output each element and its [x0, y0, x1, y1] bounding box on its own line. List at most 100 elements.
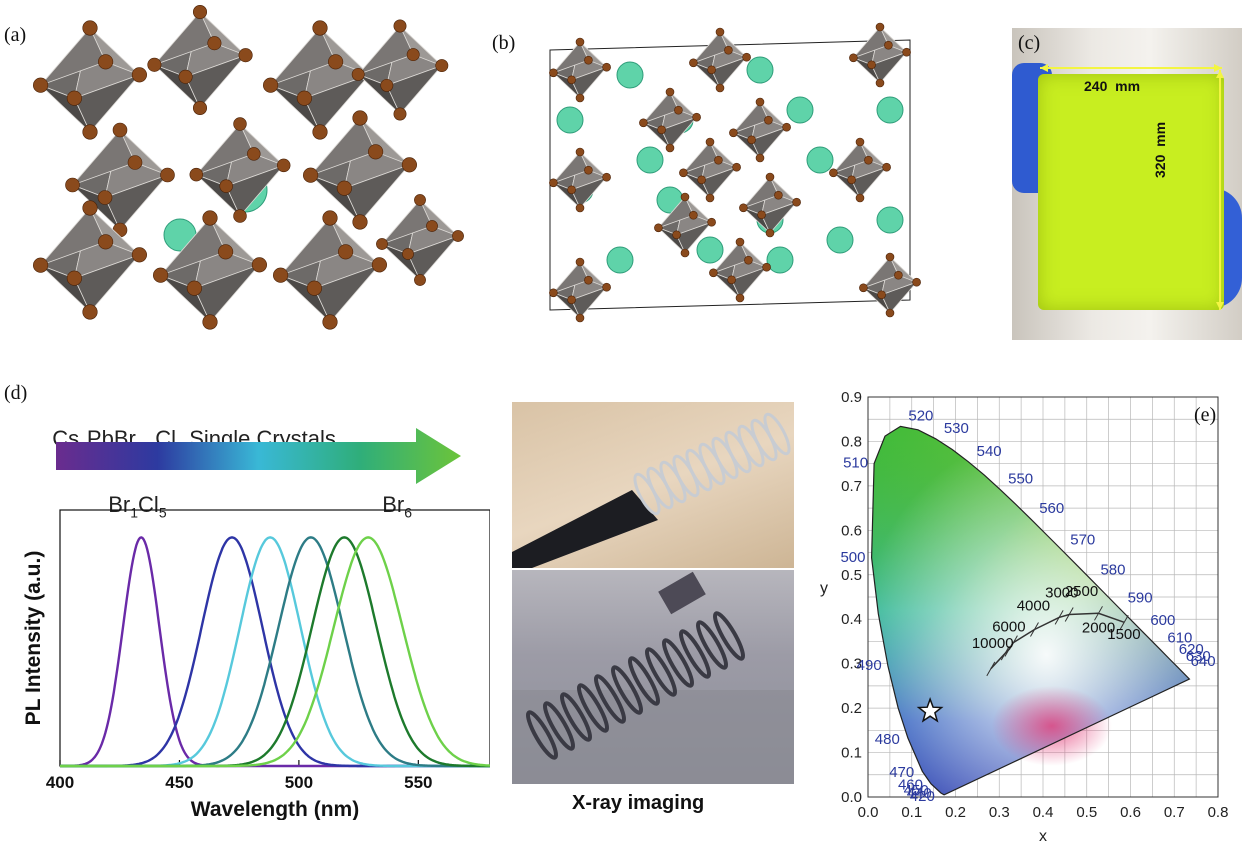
bromine-atom — [584, 275, 593, 285]
cct-label: 10000 — [972, 635, 1014, 652]
pbbr6-octahedron — [263, 20, 377, 140]
pbbr6-octahedron — [549, 147, 611, 213]
wavelength-label: 530 — [944, 420, 969, 437]
bromine-atom — [575, 147, 585, 157]
bromine-atom — [672, 230, 681, 240]
x-axis-label: Wavelength (nm) — [191, 798, 359, 820]
bromine-atom — [654, 223, 663, 233]
pl-series-line — [60, 536, 490, 768]
panel-e-label: (e) — [1194, 404, 1217, 426]
bromine-atom — [186, 280, 202, 296]
bromine-atom — [849, 53, 858, 63]
wavelength-label: 480 — [875, 731, 900, 748]
x-tick-label: 0.4 — [1033, 804, 1054, 821]
bromine-atom — [312, 124, 328, 140]
bromine-atom — [665, 87, 675, 97]
bromine-atom — [153, 267, 169, 283]
spring-coil — [763, 412, 791, 456]
xray-coil — [594, 674, 626, 724]
bromine-atom — [894, 270, 903, 280]
bromine-atom — [602, 172, 611, 182]
wavelength-label: 570 — [1070, 531, 1095, 548]
bromine-atom — [639, 118, 648, 128]
bromine-atom — [82, 20, 98, 36]
xray-coil — [662, 638, 694, 688]
bromine-atom — [567, 295, 576, 305]
bromine-atom — [665, 143, 675, 153]
emission-star-point — [916, 697, 944, 723]
wavelength-label: 460 — [898, 777, 923, 794]
bromine-atom — [549, 178, 558, 188]
bromine-atom — [729, 128, 738, 138]
bromine-atom — [322, 210, 338, 226]
bromine-atom — [714, 155, 723, 165]
isotherm-tick — [1064, 607, 1074, 622]
cie-magenta-region — [991, 685, 1112, 766]
wavelength-label: 540 — [977, 443, 1002, 460]
wavelength-label: 440 — [907, 785, 932, 802]
cie-chromaticity-chart: 0.0 0.1 0.2 0.3 0.4 0.5 0.6 0.7 0.8 0.0 0.1 0.2 0.3 0… — [820, 389, 1228, 845]
pbbr6-octahedron — [376, 194, 464, 286]
wavelength-label: 620 — [1179, 641, 1204, 658]
bromine-atom — [584, 165, 593, 175]
xray-coil — [543, 701, 575, 751]
panel-a: (a) — [0, 0, 470, 345]
bromine-atom — [567, 75, 576, 85]
bromine-atom — [885, 252, 895, 262]
bromine-atom — [202, 314, 218, 330]
cesium-atom — [696, 236, 724, 264]
bromine-atom — [735, 237, 745, 247]
bromine-atom — [757, 210, 766, 220]
bromine-atom — [877, 290, 886, 300]
pbbr6-octahedron — [549, 37, 611, 103]
bromine-atom — [912, 277, 921, 287]
x-tick-label: 0.1 — [901, 804, 922, 821]
bromine-atom — [131, 67, 147, 83]
wavelength-label: 580 — [1100, 562, 1125, 579]
spring-coil — [646, 466, 674, 510]
bromine-atom — [575, 203, 585, 213]
isotherm-tick — [1030, 622, 1039, 637]
bromine-atom — [875, 78, 885, 88]
bromine-atom — [263, 77, 279, 93]
bromine-atom — [735, 293, 745, 303]
bromine-atom — [82, 124, 98, 140]
x-tick-label: 450 — [165, 773, 193, 792]
bromine-atom — [829, 168, 838, 178]
bromine-atom — [380, 78, 394, 92]
pbbr6-octahedron — [273, 210, 387, 330]
perovskite-3d-structure — [33, 4, 464, 330]
bromine-atom — [679, 168, 688, 178]
pbbr6-octahedron — [153, 210, 267, 330]
bromine-atom — [33, 77, 49, 93]
cct-label: 2500 — [1065, 583, 1098, 600]
bromine-atom — [273, 267, 289, 283]
bromine-atom — [697, 175, 706, 185]
bromine-atom — [602, 282, 611, 292]
xray-coil — [679, 629, 711, 679]
pbbr6-octahedron — [859, 252, 921, 318]
bromine-atom — [774, 190, 783, 200]
bromine-atom — [732, 162, 741, 172]
wavelength-label: 490 — [857, 657, 882, 674]
xray-shadow — [658, 571, 706, 615]
xray-coil — [611, 665, 643, 715]
xray-coil — [696, 620, 728, 670]
pbbr6-octahedron — [351, 19, 449, 121]
bromine-atom — [747, 135, 756, 145]
cct-label: 4000 — [1017, 597, 1050, 614]
bromine-atom — [689, 210, 698, 220]
bromine-atom — [657, 125, 666, 135]
bromine-atom — [322, 314, 338, 330]
bromine-atom — [742, 52, 751, 62]
wavelength-label: 600 — [1150, 612, 1175, 629]
bromine-atom — [247, 147, 261, 161]
bromine-atom — [66, 270, 82, 286]
wavelength-label: 630 — [1186, 648, 1211, 665]
bromine-atom — [238, 48, 253, 63]
composition-gradient-arrow — [56, 428, 461, 484]
unit-cell-edge — [549, 39, 911, 311]
bromine-atom — [218, 244, 234, 260]
y-tick-label: 0.6 — [841, 522, 862, 539]
spring-coil — [659, 460, 687, 504]
